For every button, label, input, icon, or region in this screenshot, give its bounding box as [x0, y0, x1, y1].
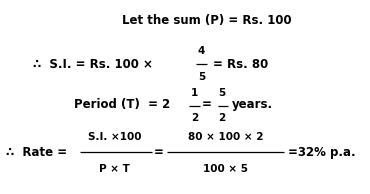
Text: ∴  S.I. = Rs. 100 ×: ∴ S.I. = Rs. 100 ×: [33, 57, 153, 71]
Text: =32% p.a.: =32% p.a.: [288, 146, 356, 159]
Text: ∴  Rate =: ∴ Rate =: [6, 146, 67, 159]
Text: Period (T)  = 2: Period (T) = 2: [74, 98, 170, 111]
Text: 100 × 5: 100 × 5: [203, 164, 248, 174]
Text: =: =: [154, 146, 163, 159]
Text: 5: 5: [218, 88, 226, 98]
Text: S.I. ×100: S.I. ×100: [88, 132, 141, 142]
Text: 2: 2: [191, 113, 198, 123]
Text: 1: 1: [191, 88, 198, 98]
Text: years.: years.: [232, 98, 273, 111]
Text: 80 × 100 × 2: 80 × 100 × 2: [188, 132, 263, 142]
Text: 5: 5: [198, 72, 205, 82]
Text: Let the sum (P) = Rs. 100: Let the sum (P) = Rs. 100: [122, 14, 292, 27]
Text: =: =: [202, 98, 211, 111]
Text: 4: 4: [198, 46, 205, 56]
Text: 2: 2: [218, 113, 226, 123]
Text: P × T: P × T: [99, 164, 130, 174]
Text: = Rs. 80: = Rs. 80: [213, 57, 268, 71]
